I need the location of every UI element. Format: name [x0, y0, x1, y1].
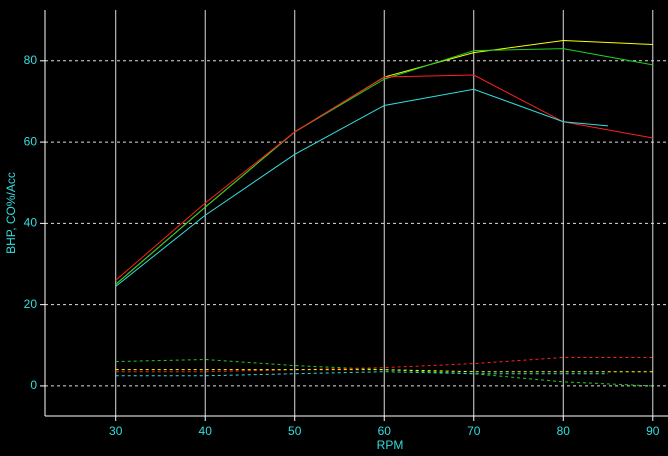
x-tick-label: 30 — [109, 424, 123, 438]
x-tick-label: 40 — [199, 424, 213, 438]
x-tick-label: 90 — [646, 424, 660, 438]
x-tick-label: 60 — [378, 424, 392, 438]
line — [115, 88, 609, 287]
y-tick-label: 0 — [30, 378, 37, 392]
x-tick-label: 80 — [557, 424, 571, 438]
y-axis-label: BHP, CO%/Acc — [4, 172, 18, 254]
x-tick-label: 50 — [288, 424, 302, 438]
y-tick-label: 80 — [24, 53, 38, 67]
y-tick-label: 40 — [24, 216, 38, 230]
line — [115, 48, 653, 285]
y-tick-label: 20 — [24, 297, 38, 311]
x-axis-label: RPM — [377, 438, 404, 452]
y-tick-label: 60 — [24, 134, 38, 148]
x-tick-label: 70 — [467, 424, 481, 438]
